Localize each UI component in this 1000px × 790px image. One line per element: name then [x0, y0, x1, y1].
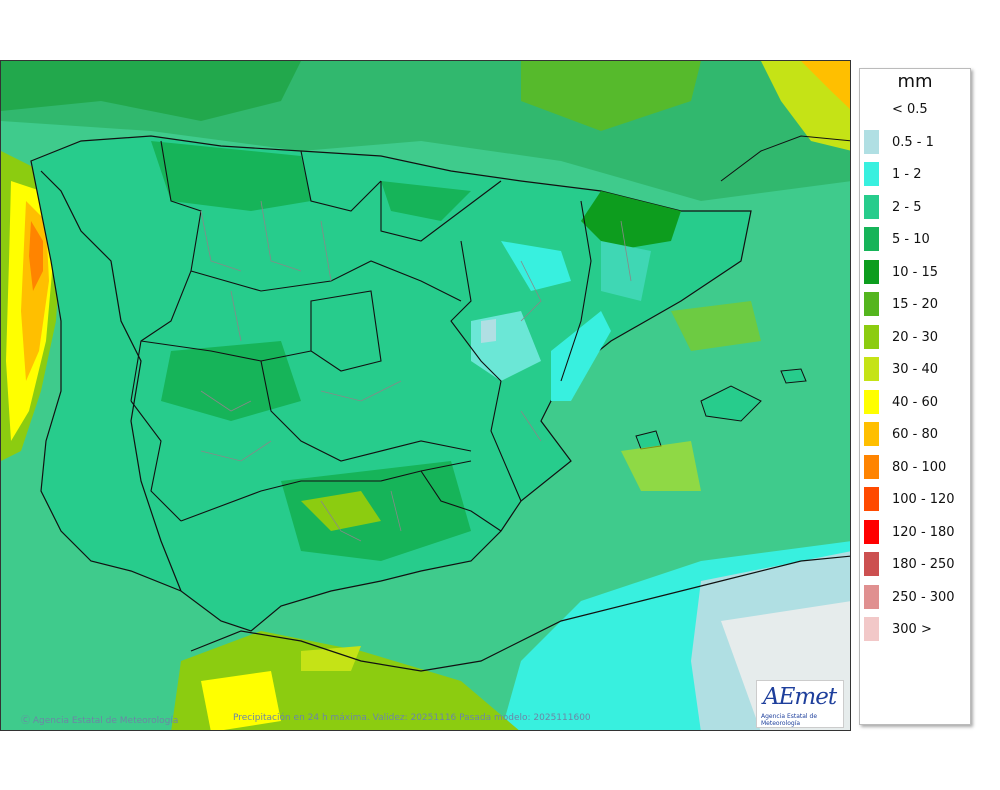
- legend-item: 300 >: [864, 617, 968, 641]
- legend-item: 2 - 5: [864, 194, 968, 219]
- legend-label: 80 - 100: [892, 459, 947, 475]
- legend-swatch: [864, 194, 879, 219]
- legend-label: 60 - 80: [892, 427, 939, 442]
- menorca-island: [780, 368, 807, 384]
- legend-swatch: [864, 292, 879, 316]
- legend-swatch: [864, 227, 879, 251]
- copyright-icon: Ⓒ: [21, 716, 31, 726]
- precipitation-legend: mm < 0.5 0.5 - 1 1 - 2 2 - 5 5 - 10 10 - 15 15…: [859, 68, 971, 725]
- legend-label: 250 - 300: [892, 589, 955, 605]
- north-africa-coast: [190, 555, 850, 672]
- bay-of-biscay-band: [1, 61, 301, 121]
- pyrenees-range: [581, 191, 681, 251]
- legend-swatch: [864, 357, 879, 381]
- legend-item: 30 - 40: [864, 357, 968, 381]
- legend-item: 120 - 180: [864, 519, 968, 544]
- legend-label: 10 - 15: [892, 264, 939, 280]
- legend-label: 40 - 60: [892, 394, 939, 410]
- legend-label: < 0.5: [892, 102, 928, 117]
- legend-item: 60 - 80: [864, 422, 968, 446]
- legend-label: 15 - 20: [892, 297, 939, 312]
- northeast-sea-greenpatch: [671, 301, 761, 351]
- galicia-red-patch: [29, 221, 43, 291]
- aemet-logo: AEmet Agencia Estatal de Meteorología: [756, 680, 844, 728]
- betic-range: [281, 461, 471, 561]
- legend-item: 40 - 60: [864, 389, 968, 414]
- legend-label: 180 - 250: [892, 557, 955, 572]
- aemet-wordmark: AEmet: [763, 684, 837, 710]
- legend-item: 180 - 250: [864, 552, 968, 576]
- legend-swatch: [864, 584, 879, 609]
- legend-label: 100 - 120: [892, 492, 955, 507]
- legend-label: 2 - 5: [892, 199, 922, 215]
- legend-label: 20 - 30: [892, 329, 939, 345]
- legend-swatch: [864, 487, 879, 511]
- legend-swatch: [864, 162, 879, 186]
- legend-label: 300 >: [892, 622, 932, 637]
- ebro-north-area: [381, 181, 471, 221]
- legend-label: 0.5 - 1: [892, 134, 934, 150]
- africa-lightgreen-patch: [301, 646, 361, 671]
- portugal-border: [40, 170, 182, 592]
- ebro-cyan-patch: [501, 241, 571, 291]
- central-west-area: [161, 341, 301, 421]
- mallorca-island: [700, 385, 762, 422]
- legend-swatch: [864, 422, 879, 446]
- map-canvas: [1, 61, 850, 730]
- legend-label: 5 - 10: [892, 232, 930, 247]
- legend-item: 250 - 300: [864, 584, 968, 609]
- legend-label: 1 - 2: [892, 167, 922, 182]
- north-yellowgreen-patch: [521, 61, 701, 131]
- legend-swatch: [864, 454, 879, 479]
- legend-label: 120 - 180: [892, 524, 955, 540]
- legend-item: 0.5 - 1: [864, 129, 968, 154]
- legend-item: 100 - 120: [864, 487, 968, 511]
- aemet-subtitle: Agencia Estatal de Meteorología: [761, 713, 818, 727]
- legend-swatch: [864, 519, 879, 544]
- legend-unit: mm: [897, 71, 933, 92]
- legend-item: 80 - 100: [864, 454, 968, 479]
- legend-swatch: [864, 129, 879, 154]
- legend-item: 5 - 10: [864, 227, 968, 251]
- legend-item: 1 - 2: [864, 162, 968, 186]
- precipitation-map[interactable]: Ⓒ Agencia Estatal de Meteorología Precip…: [0, 60, 851, 731]
- valencia-cyan-area: [551, 311, 611, 401]
- region-boundaries: [130, 140, 592, 532]
- legend-item: 10 - 15: [864, 259, 968, 284]
- province-boundaries: [200, 200, 632, 542]
- legend-item: 20 - 30: [864, 324, 968, 349]
- legend-swatch: [864, 617, 879, 641]
- legend-swatch: [864, 97, 879, 121]
- agency-credit: Ⓒ Agencia Estatal de Meteorología: [21, 713, 178, 726]
- agency-credit-text: Agencia Estatal de Meteorología: [32, 716, 179, 726]
- legend-swatch: [864, 552, 879, 576]
- cantabrian-range: [151, 141, 311, 211]
- legend-swatch: [864, 389, 879, 414]
- catalonia-light-area: [601, 241, 651, 301]
- map-caption: Precipitación en 24 h máxima. Validez: 2…: [233, 713, 591, 723]
- africa-yellow-patch: [201, 671, 281, 730]
- iberian-system-lightblue: [481, 319, 496, 343]
- legend-swatch: [864, 324, 879, 349]
- legend-item: 15 - 20: [864, 292, 968, 316]
- legend-item: < 0.5: [864, 97, 968, 121]
- northeast-orange-patch: [801, 61, 850, 110]
- balearic-yellow-patch: [621, 441, 701, 491]
- legend-label: 30 - 40: [892, 362, 939, 377]
- legend-swatch: [864, 259, 879, 284]
- france-coast: [720, 135, 850, 182]
